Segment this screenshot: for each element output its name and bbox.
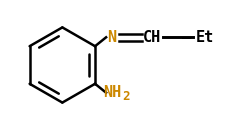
- Text: Et: Et: [195, 30, 214, 45]
- Text: 2: 2: [122, 90, 130, 103]
- Text: NH: NH: [103, 85, 121, 100]
- Text: N: N: [107, 30, 117, 45]
- Text: CH: CH: [143, 30, 161, 45]
- Text: —: —: [182, 30, 191, 45]
